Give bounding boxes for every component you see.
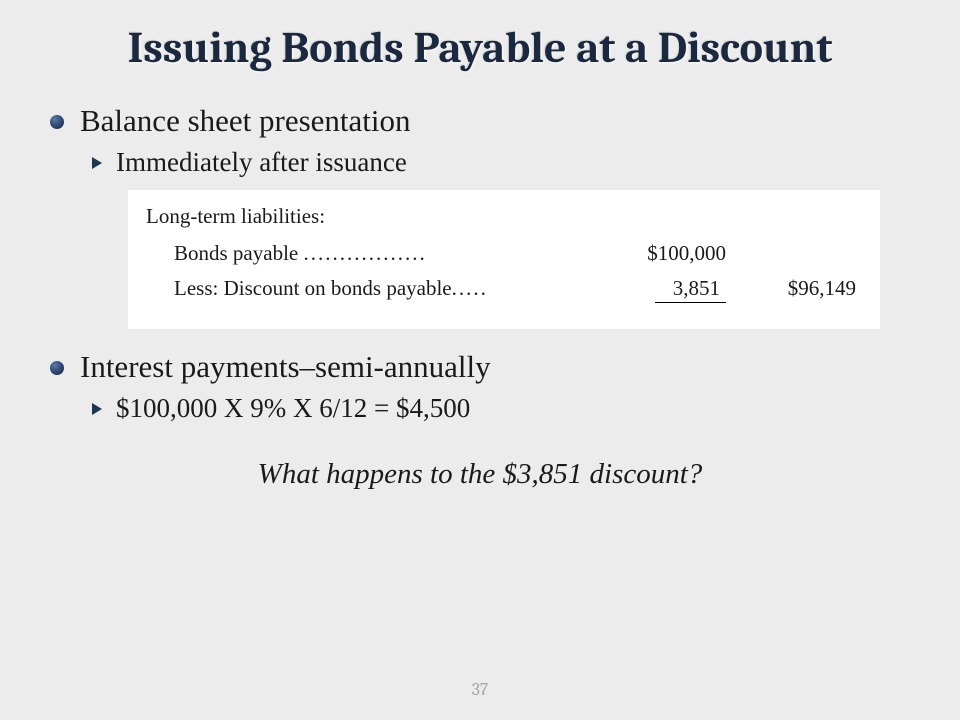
balance-line2-col1: 3,851 bbox=[596, 276, 726, 303]
bullet2-sub-text: $100,000 X 9% X 6/12 = $4,500 bbox=[116, 393, 470, 424]
bullet1-sub-text: Immediately after issuance bbox=[116, 147, 407, 178]
balance-line1-label: Bonds payable bbox=[174, 241, 298, 266]
bullet-level1-row: Balance sheet presentation bbox=[50, 103, 910, 139]
page-number: 37 bbox=[0, 679, 960, 700]
bullet-level2-row: Immediately after issuance bbox=[50, 147, 910, 178]
bullet1-text: Balance sheet presentation bbox=[80, 103, 411, 139]
bullet-level1-row: Interest payments–semi-annually bbox=[50, 349, 910, 385]
bullet2-text: Interest payments–semi-annually bbox=[80, 349, 491, 385]
balance-line2-dots: ..... bbox=[452, 276, 488, 301]
sphere-bullet-icon bbox=[50, 361, 64, 375]
content-area: Balance sheet presentation Immediately a… bbox=[0, 83, 960, 491]
balance-line-2: Less: Discount on bonds payable ..... 3,… bbox=[146, 276, 856, 303]
balance-line1-dots: ................. bbox=[303, 241, 426, 266]
balance-line2-label: Less: Discount on bonds payable bbox=[174, 276, 452, 301]
balance-header: Long-term liabilities: bbox=[146, 204, 856, 229]
arrow-bullet-icon bbox=[92, 403, 102, 415]
balance-line1-col1: $100,000 bbox=[596, 241, 726, 266]
question-row: What happens to the $3,851 discount? bbox=[50, 458, 910, 491]
underline-value: 3,851 bbox=[655, 276, 726, 303]
question-text: What happens to the $3,851 discount? bbox=[258, 458, 703, 490]
balance-line-1: Bonds payable ................. $100,000 bbox=[146, 241, 856, 266]
arrow-bullet-icon bbox=[92, 157, 102, 169]
balance-sheet-box: Long-term liabilities: Bonds payable ...… bbox=[128, 190, 880, 329]
sphere-bullet-icon bbox=[50, 115, 64, 129]
bullet-level2-row: $100,000 X 9% X 6/12 = $4,500 bbox=[50, 393, 910, 424]
balance-line2-col2: $96,149 bbox=[726, 276, 856, 301]
slide-title: Issuing Bonds Payable at a Discount bbox=[0, 0, 960, 83]
